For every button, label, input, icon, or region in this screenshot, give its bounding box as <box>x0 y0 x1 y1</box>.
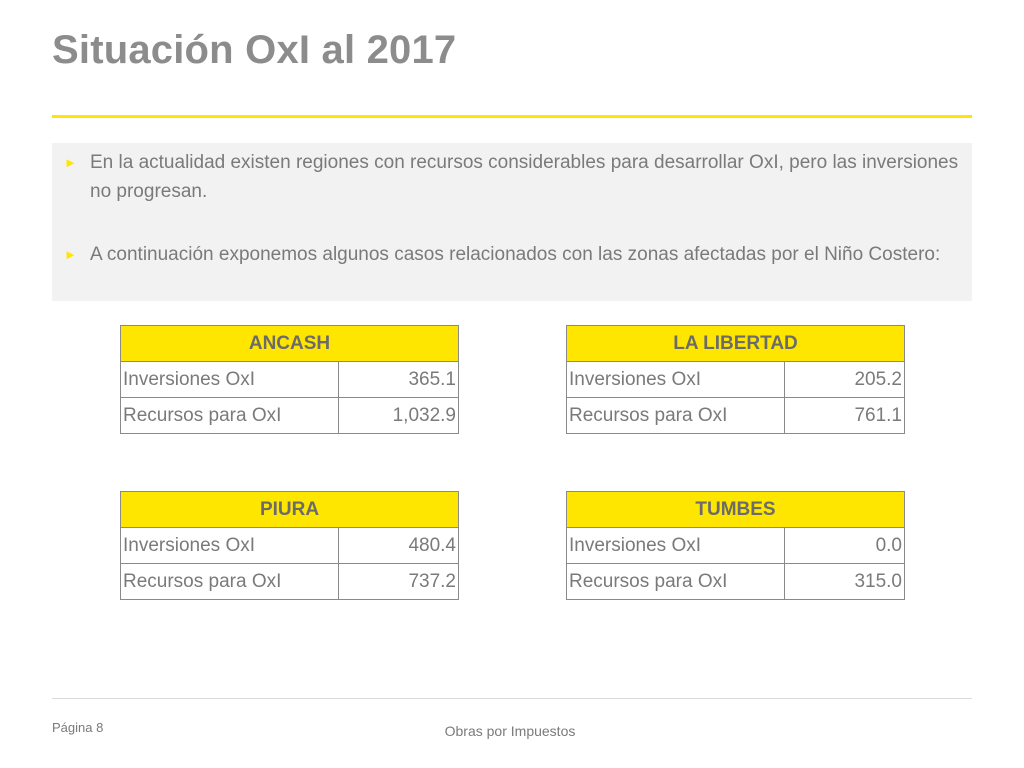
row-value: 315.0 <box>784 563 905 600</box>
table-row: Inversiones OxI 0.0 <box>566 527 905 564</box>
table-la-libertad: LA LIBERTAD Inversiones OxI 205.2 Recurs… <box>566 325 905 434</box>
table-row: Inversiones OxI 205.2 <box>566 361 905 398</box>
bullet-panel: ► En la actualidad existen regiones con … <box>52 143 972 301</box>
table-row: Recursos para OxI 737.2 <box>120 563 459 600</box>
row-value: 1,032.9 <box>338 397 459 434</box>
row-value: 0.0 <box>784 527 905 564</box>
row-label: Recursos para OxI <box>120 563 339 600</box>
table-row: Recursos para OxI 315.0 <box>566 563 905 600</box>
row-value: 205.2 <box>784 361 905 398</box>
triangle-bullet-icon: ► <box>64 155 77 170</box>
footer-divider <box>52 698 972 699</box>
row-label: Recursos para OxI <box>120 397 339 434</box>
row-value: 365.1 <box>338 361 459 398</box>
table-tumbes: TUMBES Inversiones OxI 0.0 Recursos para… <box>566 491 905 600</box>
page-number: Página 8 <box>52 720 104 735</box>
slide-title: Situación OxI al 2017 <box>52 28 457 72</box>
table-row: Recursos para OxI 1,032.9 <box>120 397 459 434</box>
bullet-item: ► A continuación exponemos algunos casos… <box>64 240 972 269</box>
table-row: Inversiones OxI 480.4 <box>120 527 459 564</box>
row-value: 737.2 <box>338 563 459 600</box>
table-row: Inversiones OxI 365.1 <box>120 361 459 398</box>
row-label: Inversiones OxI <box>566 527 785 564</box>
row-label: Recursos para OxI <box>566 397 785 434</box>
table-header: TUMBES <box>566 491 905 528</box>
row-label: Inversiones OxI <box>120 361 339 398</box>
row-value: 480.4 <box>338 527 459 564</box>
bullet-item: ► En la actualidad existen regiones con … <box>64 148 972 206</box>
footer-title: Obras por Impuestos <box>444 723 576 739</box>
table-header: PIURA <box>120 491 459 528</box>
table-piura: PIURA Inversiones OxI 480.4 Recursos par… <box>120 491 459 600</box>
table-header: ANCASH <box>120 325 459 362</box>
bullet-text: A continuación exponemos algunos casos r… <box>90 244 941 265</box>
triangle-bullet-icon: ► <box>64 247 77 262</box>
row-value: 761.1 <box>784 397 905 434</box>
table-row: Recursos para OxI 761.1 <box>566 397 905 434</box>
row-label: Recursos para OxI <box>566 563 785 600</box>
bullet-text: En la actualidad existen regiones con re… <box>90 152 959 202</box>
row-label: Inversiones OxI <box>120 527 339 564</box>
row-label: Inversiones OxI <box>566 361 785 398</box>
table-ancash: ANCASH Inversiones OxI 365.1 Recursos pa… <box>120 325 459 434</box>
title-divider <box>52 115 972 118</box>
table-header: LA LIBERTAD <box>566 325 905 362</box>
